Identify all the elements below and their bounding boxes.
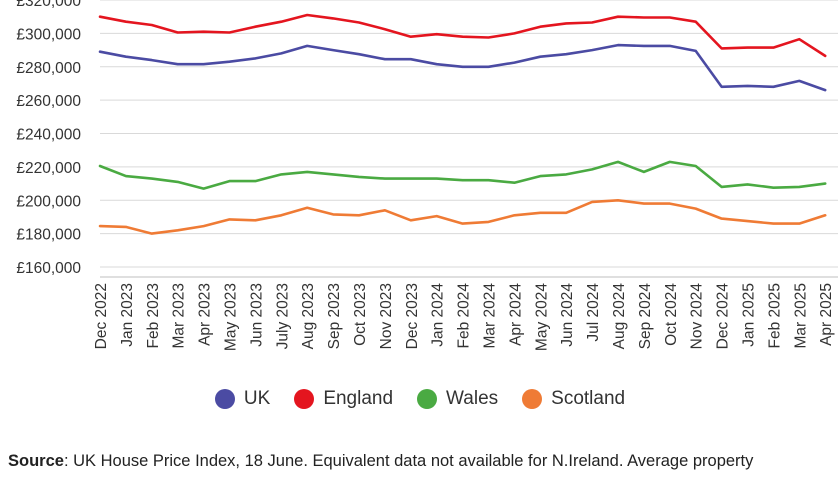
source-text: : UK House Price Index, 18 June. Equival… [63,452,754,470]
legend-item-uk: UK [214,388,271,410]
x-tick-label: Aug 2023 [300,283,317,349]
legend-swatch-scotland [522,389,543,409]
legend-label-england: England [323,388,394,409]
y-tick-label: £160,000 [16,260,81,277]
legend-swatch-england [294,389,315,409]
x-tick-label: Feb 2023 [145,283,162,349]
x-tick-label: Dec 2023 [404,283,421,349]
y-tick-label: £300,000 [16,26,81,43]
x-tick-label: Mar 2023 [171,283,188,348]
y-tick-label: £320,000 [16,0,81,10]
x-tick-label: Jan 2023 [119,283,136,347]
x-tick-label: Sep 2024 [637,283,654,350]
x-tick-label: Dec 2022 [93,283,110,349]
legend-item-wales: Wales [417,388,498,410]
x-tick-label: Nov 2023 [378,283,395,349]
x-tick-label: Jan 2025 [741,283,758,347]
legend: UK England Wales Scotland [0,384,840,414]
x-tick-label: July 2023 [274,283,291,349]
x-tick-label: Aug 2024 [611,283,628,350]
x-tick-label: Oct 2024 [663,283,680,346]
legend-item-scotland: Scotland [522,388,625,410]
series-line-england [98,13,827,58]
legend-label-scotland: Scotland [551,388,626,409]
series-line-scotland [98,199,827,235]
y-tick-label: £280,000 [16,60,81,77]
source-label: Source [8,452,64,470]
x-tick-label: Sep 2023 [326,283,343,349]
x-tick-label: Feb 2024 [456,283,473,349]
series-line-uk [98,43,827,92]
y-tick-label: £180,000 [16,227,81,244]
legend-item-england: England [294,388,393,410]
y-tick-label: £240,000 [16,127,81,144]
series-line-wales [98,160,827,190]
x-tick-label: Apr 2025 [818,283,835,346]
x-tick-label: Oct 2023 [352,283,369,346]
x-tick-label: Apr 2023 [197,283,214,346]
x-tick-label: May 2024 [533,283,550,351]
x-tick-label: Feb 2025 [766,283,783,349]
x-tick-label: Jun 2023 [248,283,265,347]
x-tick-label: Nov 2024 [689,283,706,350]
y-tick-label: £260,000 [16,93,81,110]
x-tick-label: Dec 2024 [715,283,732,350]
x-tick-label: Apr 2024 [507,283,524,346]
x-tick-label: Mar 2025 [792,283,809,348]
legend-swatch-uk [214,389,235,409]
x-tick-label: May 2023 [223,283,240,351]
x-tick-label: Jul 2024 [585,283,602,342]
x-tick-label: Jan 2024 [430,283,447,347]
y-tick-label: £200,000 [16,193,81,210]
legend-label-uk: UK [243,388,271,409]
source-note: Source: UK House Price Index, 18 June. E… [8,452,838,471]
legend-label-wales: Wales [446,388,499,409]
line-chart: £160,000 £180,000 £200,000 £220,000 £240,000… [16,0,838,351]
legend-swatch-wales [417,389,438,409]
x-tick-label: Mar 2024 [482,283,499,349]
y-tick-label: £220,000 [16,160,81,177]
x-tick-label: Jun 2024 [559,283,576,347]
